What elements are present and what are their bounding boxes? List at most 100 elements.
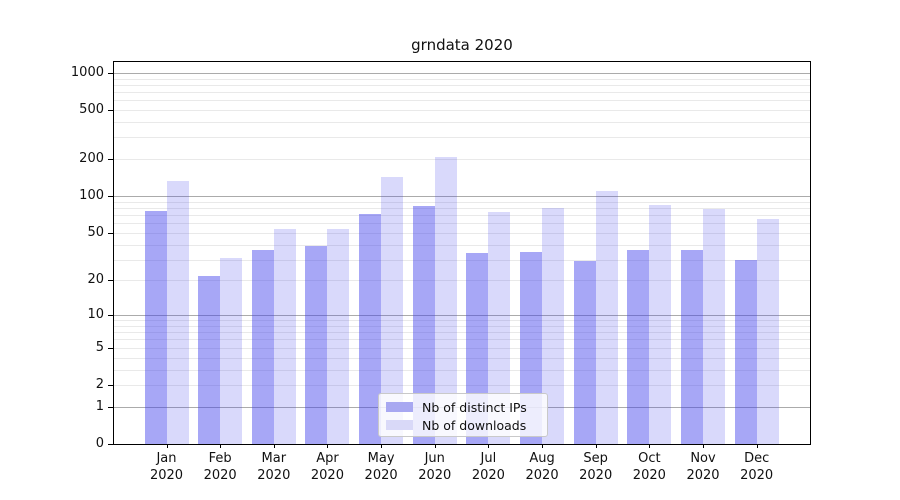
y-tick-label: 10: [87, 307, 104, 323]
gridline-minor: [114, 100, 810, 102]
bar-downloads: [327, 228, 350, 444]
spine-right: [810, 61, 811, 445]
gridline-major: [114, 315, 810, 317]
spine-left: [113, 61, 114, 445]
gridline-minor: [114, 320, 810, 322]
x-tick-label: Jan 2020: [135, 450, 199, 484]
bar-downloads: [220, 257, 243, 444]
x-tick-mark: [273, 444, 275, 448]
gridline-minor: [114, 384, 810, 386]
x-tick-mark: [649, 444, 651, 448]
gridline-minor: [114, 259, 810, 261]
x-tick-year: 2020: [686, 468, 720, 483]
gridline-minor: [114, 159, 810, 161]
gridline-minor: [114, 122, 810, 124]
y-tick-mark: [108, 347, 113, 349]
y-tick-label: 50: [87, 224, 104, 240]
y-tick-mark: [108, 406, 113, 408]
x-tick-year: 2020: [740, 468, 774, 483]
y-tick-label: 500: [79, 102, 104, 118]
gridline-minor: [114, 84, 810, 86]
x-tick-mark: [381, 444, 383, 448]
x-tick-month: Oct: [638, 451, 661, 466]
y-tick-label: 5: [95, 339, 104, 355]
bar-downloads: [434, 156, 457, 444]
gridline-major: [114, 196, 810, 198]
x-tick-month: Aug: [529, 451, 555, 466]
x-tick-month: May: [367, 451, 395, 466]
bar-distinct-ips: [627, 250, 650, 444]
spine-bottom: [113, 444, 811, 445]
y-tick-mark: [108, 232, 113, 234]
spine-top: [113, 61, 811, 62]
gridline-minor: [114, 369, 810, 371]
x-tick-label: Feb 2020: [188, 450, 252, 484]
x-tick-label: Dec 2020: [725, 450, 789, 484]
bar-downloads: [649, 204, 672, 444]
x-tick-mark: [703, 444, 704, 448]
y-tick-label: 100: [79, 188, 104, 204]
x-tick-mark: [220, 444, 222, 448]
y-tick-label: 1000: [70, 64, 104, 80]
gridline-minor: [114, 347, 810, 349]
x-tick-label: Jul 2020: [456, 450, 520, 484]
bar-downloads: [542, 207, 565, 444]
x-tick-label: Oct 2020: [617, 450, 681, 484]
x-tick-year: 2020: [149, 468, 184, 483]
x-tick-year: 2020: [203, 468, 237, 483]
x-tick-mark: [756, 444, 758, 448]
bar-distinct-ips: [144, 210, 167, 444]
x-tick-month: Feb: [208, 451, 232, 466]
y-tick-mark: [108, 72, 113, 74]
x-tick-month: Dec: [744, 451, 770, 466]
bar-downloads: [703, 208, 725, 444]
y-tick-mark: [108, 444, 113, 445]
y-tick-label: 200: [79, 151, 104, 167]
bar-distinct-ips: [681, 250, 703, 444]
bar-distinct-ips: [359, 213, 382, 444]
bar-downloads: [488, 212, 511, 444]
y-tick-label: 2: [95, 376, 104, 392]
y-tick-mark: [108, 196, 113, 198]
gridline-minor: [114, 357, 810, 359]
gridline-minor: [114, 244, 810, 246]
legend-label-distinct-ips: Nb of distinct IPs: [422, 399, 527, 415]
x-tick-mark: [327, 444, 329, 448]
bar-distinct-ips: [412, 206, 435, 444]
chart-title: grndata 2020: [411, 36, 513, 54]
gridline-minor: [114, 332, 810, 334]
bar-distinct-ips: [305, 245, 328, 444]
x-tick-mark: [488, 444, 490, 448]
y-tick-mark: [108, 159, 113, 161]
x-tick-month: Sep: [583, 451, 608, 466]
x-tick-label: Mar 2020: [242, 450, 306, 484]
x-tick-month: Jul: [480, 451, 497, 466]
gridline-minor: [114, 339, 810, 341]
bar-downloads: [273, 228, 296, 444]
gridline-minor: [114, 325, 810, 327]
x-tick-year: 2020: [364, 468, 398, 483]
bar-downloads: [756, 218, 779, 444]
x-tick-year: 2020: [579, 468, 613, 483]
gridline-minor: [114, 207, 810, 209]
y-tick-label: 0: [95, 436, 104, 451]
legend-swatch-downloads-icon: [386, 420, 413, 430]
y-tick-mark: [108, 110, 113, 112]
y-tick-mark: [108, 315, 113, 317]
gridline-minor: [114, 280, 810, 282]
x-tick-year: 2020: [525, 468, 559, 483]
legend-swatch-ips-icon: [386, 402, 413, 412]
x-tick-year: 2020: [471, 468, 505, 483]
x-tick-year: 2020: [310, 468, 344, 483]
bar-distinct-ips: [573, 261, 596, 444]
legend-entry-distinct-ips: Nb of distinct IPs: [386, 398, 540, 416]
y-tick-mark: [108, 280, 113, 282]
legend-label-downloads: Nb of downloads: [422, 417, 527, 433]
bar-distinct-ips: [734, 259, 757, 444]
x-tick-year: 2020: [632, 468, 666, 483]
bar-downloads: [381, 177, 404, 444]
gridline-major: [114, 72, 810, 74]
x-tick-mark: [595, 444, 597, 448]
x-tick-label: May 2020: [349, 450, 413, 484]
